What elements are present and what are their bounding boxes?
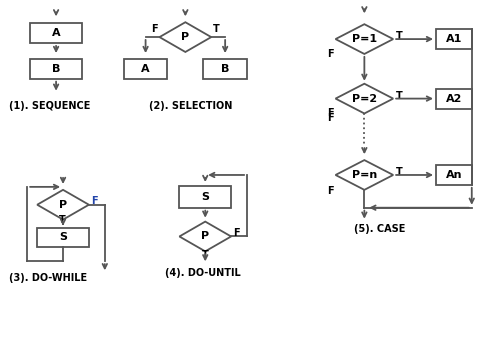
Text: T: T xyxy=(202,250,209,260)
Bar xyxy=(436,165,472,185)
Text: F: F xyxy=(328,49,334,59)
Polygon shape xyxy=(336,24,393,54)
Text: T: T xyxy=(396,90,403,101)
Bar xyxy=(180,186,231,208)
Text: (1). SEQUENCE: (1). SEQUENCE xyxy=(10,100,90,110)
Text: (4). DO-UNTIL: (4). DO-UNTIL xyxy=(166,268,241,278)
Text: F: F xyxy=(91,196,98,206)
Text: P: P xyxy=(59,200,67,210)
Text: (3). DO-WHILE: (3). DO-WHILE xyxy=(10,273,88,283)
Text: F: F xyxy=(328,108,334,118)
Text: T: T xyxy=(396,31,403,41)
Text: P=1: P=1 xyxy=(352,34,377,44)
Text: A1: A1 xyxy=(446,34,462,44)
Polygon shape xyxy=(180,222,231,251)
Text: P=2: P=2 xyxy=(352,94,377,104)
Text: P: P xyxy=(201,232,209,241)
Bar xyxy=(436,29,472,49)
Polygon shape xyxy=(336,160,393,190)
Text: P: P xyxy=(182,32,190,42)
Text: A2: A2 xyxy=(446,94,462,104)
Bar xyxy=(124,59,168,79)
Text: B: B xyxy=(221,64,230,74)
Bar xyxy=(37,227,89,247)
Text: T: T xyxy=(213,24,220,34)
Text: F: F xyxy=(233,227,239,237)
Text: S: S xyxy=(201,192,209,202)
Text: F: F xyxy=(328,114,334,123)
Text: S: S xyxy=(59,233,67,243)
Text: (2). SELECTION: (2). SELECTION xyxy=(148,100,232,110)
Bar xyxy=(204,59,247,79)
Text: A: A xyxy=(142,64,150,74)
Bar xyxy=(30,23,82,43)
Text: F: F xyxy=(152,24,158,34)
Bar xyxy=(30,59,82,79)
Polygon shape xyxy=(160,22,211,52)
Text: P=n: P=n xyxy=(352,170,377,180)
Bar xyxy=(436,89,472,108)
Text: B: B xyxy=(52,64,60,74)
Text: (5). CASE: (5). CASE xyxy=(354,224,406,234)
Polygon shape xyxy=(336,84,393,114)
Text: T: T xyxy=(396,167,403,177)
Text: A: A xyxy=(52,28,60,38)
Text: An: An xyxy=(446,170,462,180)
Text: T: T xyxy=(59,215,66,225)
Text: F: F xyxy=(328,186,334,196)
Polygon shape xyxy=(37,190,89,219)
